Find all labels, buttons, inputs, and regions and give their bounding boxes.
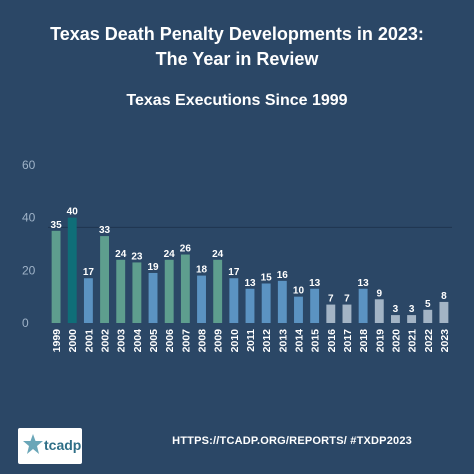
data-label-2016: 7 [328,294,334,305]
x-tick-label-2016: 2016 [326,329,338,353]
bar-2000 [67,217,77,323]
title-line-2: The Year in Review [155,49,319,69]
chart-title: Texas Executions Since 1999 [126,92,348,109]
data-label-2020: 3 [393,304,399,315]
x-tick-label-2020: 2020 [390,329,402,353]
bar-2021 [407,315,417,323]
data-label-2017: 7 [344,294,350,305]
x-tick-label-2009: 2009 [213,329,225,353]
data-label-2022: 5 [425,299,431,310]
data-label-2014: 10 [293,286,305,297]
data-label-2000: 40 [67,207,79,218]
x-tick-label-2023: 2023 [439,329,451,353]
x-tick-label-2012: 2012 [261,329,273,353]
x-tick-label-2007: 2007 [180,329,192,353]
data-label-2015: 13 [309,278,321,289]
bar-2012 [261,283,271,323]
x-tick-label-2018: 2018 [358,329,370,353]
data-label-2007: 26 [180,244,192,255]
bar-2008 [197,275,206,323]
bar-2014 [294,296,303,323]
logo-text: tcadp [44,437,82,453]
bar-2016 [326,304,336,323]
x-tick-label-2003: 2003 [116,329,128,353]
y-tick-label: 60 [22,158,36,172]
bar-2019 [374,299,384,323]
tcadp-logo[interactable]: tcadp [18,428,82,464]
bar-2001 [83,278,93,323]
executions-bar-chart: 0204060351999402000172001332002242003232… [22,158,452,353]
bar-2023 [439,301,449,323]
data-label-2002: 33 [99,225,111,236]
x-tick-label-2013: 2013 [277,329,289,353]
y-tick-label: 0 [22,316,29,330]
bar-2022 [423,309,433,323]
data-label-2019: 9 [376,288,382,299]
bar-2015 [310,288,320,323]
bar-2004 [132,262,142,323]
x-tick-label-2019: 2019 [374,329,386,353]
bar-2011 [245,288,255,323]
data-label-2003: 24 [115,249,127,260]
x-tick-label-2011: 2011 [245,329,257,352]
x-tick-label-2022: 2022 [423,329,435,353]
x-tick-label-2017: 2017 [342,329,354,353]
bar-2002 [100,236,110,323]
bar-2013 [277,280,287,323]
data-label-1999: 35 [51,220,63,231]
report-url[interactable]: HTTPS://TCADP.ORG/REPORTS/ #TXDP2023 [172,435,412,447]
data-label-2018: 13 [358,278,370,289]
x-tick-label-2008: 2008 [197,329,209,353]
y-tick-label: 40 [22,211,36,225]
data-label-2011: 13 [244,278,256,289]
star-icon [23,434,43,454]
x-tick-label-2001: 2001 [83,329,95,353]
x-tick-label-2014: 2014 [293,329,305,353]
data-label-2005: 19 [147,262,159,273]
bar-1999 [51,230,61,323]
data-label-2008: 18 [196,265,208,276]
data-label-2021: 3 [409,304,415,315]
bar-2007 [180,254,190,323]
title-line-1: Texas Death Penalty Developments in 2023… [50,24,424,44]
data-label-2023: 8 [441,291,447,302]
x-tick-label-2005: 2005 [148,329,160,353]
bar-2018 [358,288,368,323]
x-tick-label-2000: 2000 [67,329,79,353]
bar-2006 [164,259,174,323]
bar-2010 [229,278,239,323]
x-tick-label-2002: 2002 [100,329,112,353]
bar-2009 [213,259,223,323]
data-label-2006: 24 [164,249,176,260]
data-label-2001: 17 [83,267,95,278]
data-label-2009: 24 [212,249,224,260]
x-tick-label-2006: 2006 [164,329,176,353]
bar-2003 [116,259,126,323]
data-label-2013: 16 [277,270,289,281]
bar-2020 [390,315,400,323]
bar-2017 [342,304,352,323]
bar-2005 [148,272,158,323]
x-tick-label-2010: 2010 [229,329,241,353]
page-title: Texas Death Penalty Developments in 2023… [0,22,474,72]
x-tick-label-2015: 2015 [310,329,322,353]
x-tick-label-2004: 2004 [132,329,144,353]
data-label-2004: 23 [131,251,143,262]
x-tick-label-1999: 1999 [51,329,63,353]
x-tick-label-2021: 2021 [407,329,419,353]
data-label-2010: 17 [228,267,240,278]
y-tick-label: 20 [22,263,36,277]
data-label-2012: 15 [261,273,273,284]
